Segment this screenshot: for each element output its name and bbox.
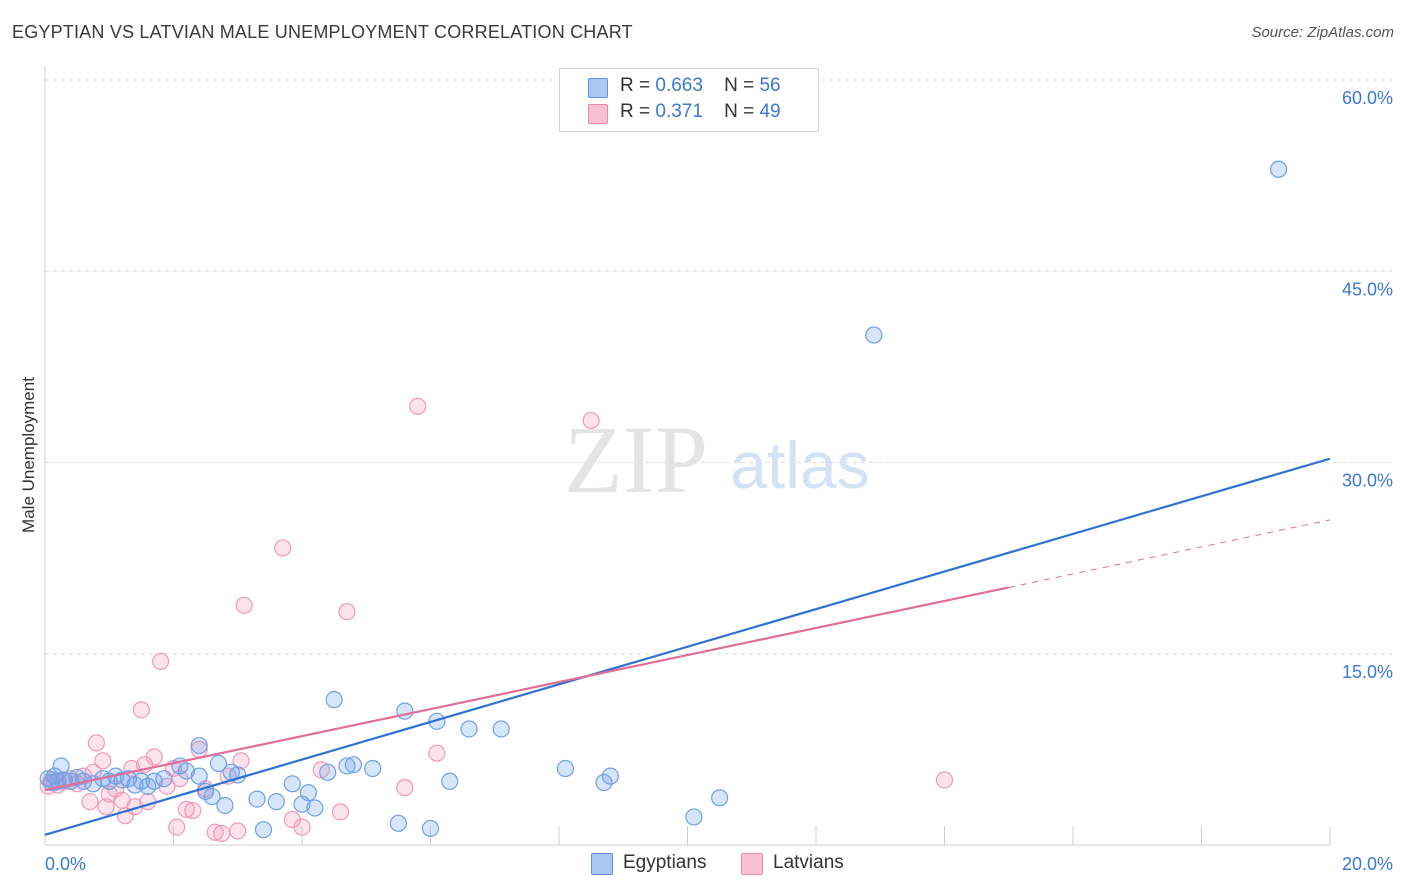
point-egyptians bbox=[685, 808, 703, 826]
point-egyptians bbox=[267, 793, 285, 811]
point-egyptians bbox=[216, 796, 234, 815]
y-tick-label: 60.0% bbox=[1342, 88, 1393, 108]
grid-lines bbox=[45, 79, 1392, 655]
bottom-legend-swatch-latvians bbox=[741, 853, 763, 875]
point-latvians bbox=[132, 701, 150, 719]
point-latvians bbox=[184, 801, 202, 820]
axes bbox=[44, 66, 1331, 846]
series-egyptians bbox=[39, 160, 1288, 839]
legend-n-value: 49 bbox=[759, 101, 781, 122]
chart-title: EGYPTIAN VS LATVIAN MALE UNEMPLOYMENT CO… bbox=[12, 22, 633, 42]
point-egyptians bbox=[865, 326, 883, 344]
point-latvians bbox=[331, 803, 350, 821]
point-egyptians bbox=[52, 757, 70, 775]
point-latvians bbox=[235, 596, 253, 614]
point-latvians bbox=[97, 798, 115, 816]
point-egyptians bbox=[421, 819, 440, 838]
point-egyptians bbox=[254, 821, 273, 839]
point-egyptians bbox=[203, 787, 221, 806]
correlation-legend: R = 0.663 N = 56 R = 0.371 N = 49 bbox=[559, 68, 819, 132]
point-egyptians bbox=[338, 757, 356, 775]
point-egyptians bbox=[711, 789, 729, 807]
watermark-atlas: atlas bbox=[730, 428, 869, 502]
point-egyptians bbox=[319, 763, 337, 781]
point-egyptians bbox=[55, 771, 73, 789]
point-latvians bbox=[396, 779, 414, 797]
point-latvians bbox=[338, 603, 356, 621]
bottom-legend-label-latvians: Latvians bbox=[773, 852, 844, 873]
point-latvians bbox=[213, 824, 231, 843]
legend-n-value: 56 bbox=[759, 75, 781, 96]
source-label: Source: ZipAtlas.com bbox=[1251, 24, 1394, 41]
point-egyptians bbox=[1269, 160, 1288, 178]
y-axis-label: Male Unemployment bbox=[19, 377, 38, 533]
trend-lines bbox=[44, 457, 1331, 836]
y-tick-label: 30.0% bbox=[1342, 471, 1393, 491]
trend-line-latvians bbox=[44, 586, 1009, 792]
point-egyptians bbox=[113, 771, 131, 789]
legend-n-label: N = bbox=[724, 75, 755, 96]
point-egyptians bbox=[556, 759, 575, 778]
point-egyptians bbox=[364, 759, 382, 778]
tick-labels: 15.0% 30.0% 45.0% 60.0% 0.0% 20.0% bbox=[45, 88, 1393, 874]
bottom-legend-label-egyptians: Egyptians bbox=[623, 852, 707, 873]
trend-line-egyptians bbox=[44, 457, 1331, 836]
point-latvians bbox=[87, 734, 106, 752]
point-egyptians bbox=[389, 814, 407, 832]
point-egyptians bbox=[595, 773, 613, 792]
point-latvians bbox=[94, 752, 112, 770]
point-latvians bbox=[168, 818, 186, 836]
legend-swatch-egyptians bbox=[588, 78, 608, 98]
point-latvians bbox=[293, 818, 311, 836]
point-egyptians bbox=[190, 736, 208, 755]
y-tick-label: 45.0% bbox=[1342, 279, 1393, 299]
point-latvians bbox=[582, 411, 600, 430]
point-egyptians bbox=[209, 754, 228, 773]
point-egyptians bbox=[46, 767, 64, 785]
trend-line-latvians-extension bbox=[1008, 519, 1331, 588]
point-latvians bbox=[409, 397, 427, 415]
legend-r-label: R = bbox=[620, 75, 651, 96]
y-tick-label: 15.0% bbox=[1342, 662, 1393, 682]
point-egyptians bbox=[344, 756, 362, 774]
point-egyptians bbox=[325, 691, 343, 709]
point-latvians bbox=[152, 652, 170, 671]
bottom-legend-swatch-egyptians bbox=[591, 853, 613, 875]
point-latvians bbox=[177, 800, 195, 818]
point-latvians bbox=[229, 822, 247, 840]
point-egyptians bbox=[492, 720, 510, 738]
point-latvians bbox=[935, 771, 954, 789]
point-egyptians bbox=[601, 767, 620, 785]
legend-n-label: N = bbox=[724, 101, 755, 122]
point-egyptians bbox=[283, 775, 301, 793]
legend-r-value: 0.663 bbox=[655, 75, 703, 96]
point-latvians bbox=[428, 744, 446, 762]
point-egyptians bbox=[190, 767, 208, 785]
point-egyptians bbox=[460, 720, 478, 738]
x-tick-label: 20.0% bbox=[1342, 854, 1393, 874]
point-egyptians bbox=[119, 770, 138, 788]
point-egyptians bbox=[299, 784, 318, 802]
point-latvians bbox=[145, 748, 163, 766]
point-egyptians bbox=[177, 762, 195, 780]
x-tick-label: 0.0% bbox=[45, 854, 86, 874]
point-latvians bbox=[206, 823, 224, 841]
point-egyptians bbox=[155, 770, 173, 788]
legend-swatch-latvians bbox=[588, 104, 608, 124]
point-latvians bbox=[274, 539, 292, 557]
watermark: ZIP atlas bbox=[564, 406, 870, 513]
watermark-zip: ZIP bbox=[564, 406, 708, 513]
point-egyptians bbox=[441, 772, 459, 790]
legend-r-value: 0.371 bbox=[655, 101, 703, 122]
legend-r-label: R = bbox=[620, 101, 651, 122]
point-latvians bbox=[81, 793, 99, 811]
point-egyptians bbox=[306, 799, 324, 817]
point-egyptians bbox=[248, 790, 266, 808]
point-egyptians bbox=[145, 772, 163, 790]
point-latvians bbox=[232, 752, 250, 770]
